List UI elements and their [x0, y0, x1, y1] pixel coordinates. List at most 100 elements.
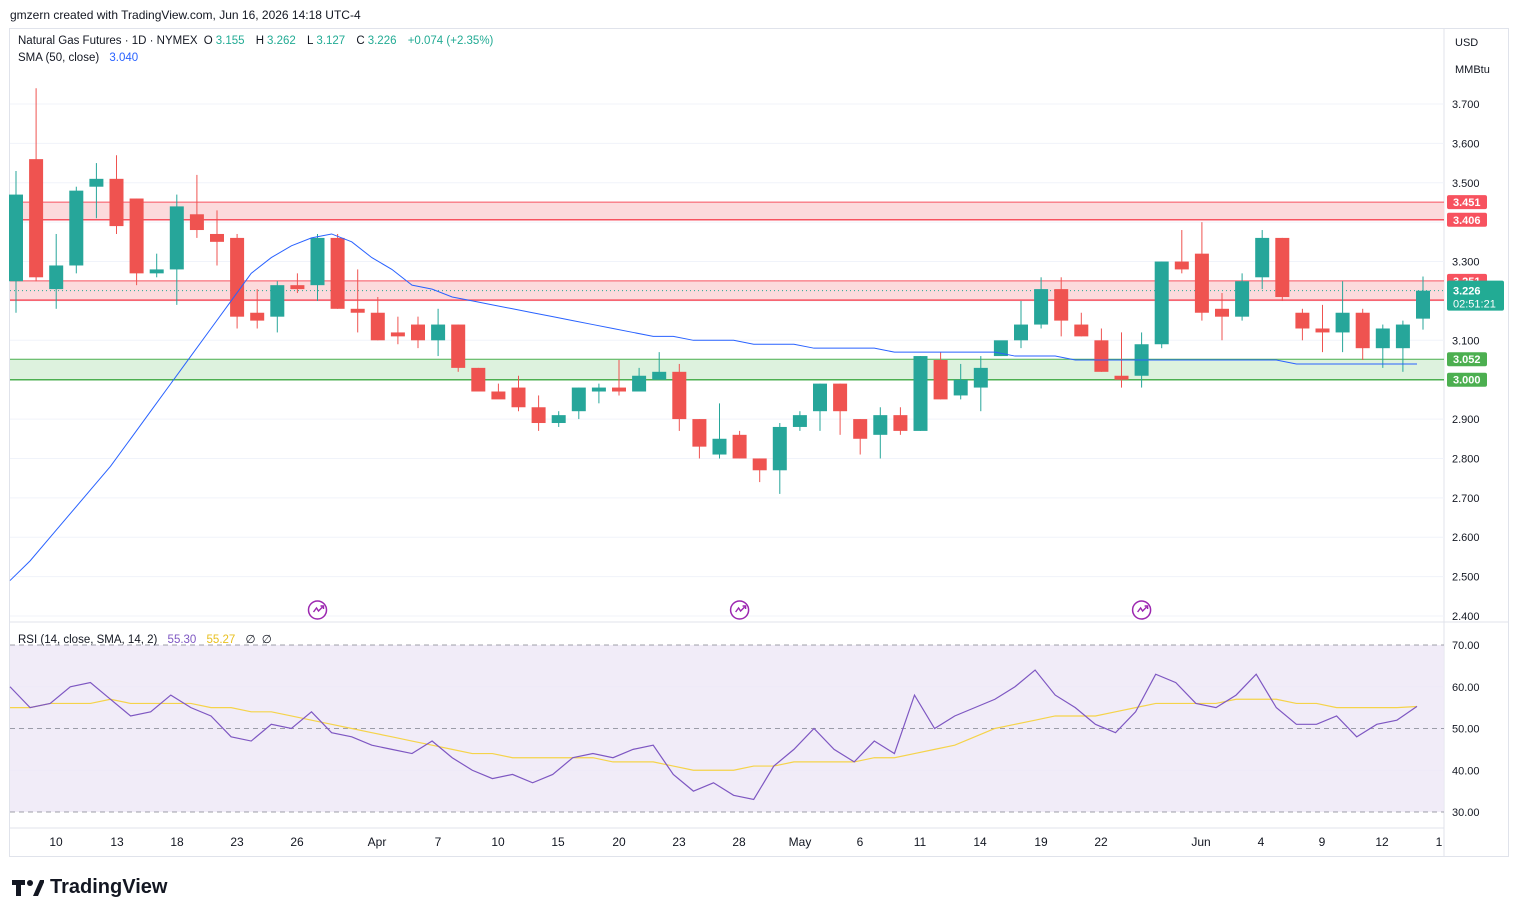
- time-tick-label: 26: [290, 835, 304, 849]
- candle-body: [9, 194, 23, 282]
- candle-body: [672, 371, 687, 420]
- candlestick-series: [9, 88, 1430, 494]
- time-tick-label: 19: [1034, 835, 1048, 849]
- candle-body: [632, 375, 647, 392]
- event-markers[interactable]: [307, 600, 1152, 620]
- rsi-tick-label: 70.00: [1452, 640, 1480, 652]
- candle-body: [290, 285, 305, 290]
- candle-body: [1416, 290, 1430, 319]
- candle-body: [451, 324, 466, 368]
- price-tick-label: 3.500: [1452, 178, 1480, 190]
- time-tick-label: 13: [110, 835, 124, 849]
- candle-body: [913, 356, 928, 431]
- price-level-label: 3.451: [1453, 197, 1481, 209]
- rsi-pane: [9, 644, 1444, 813]
- candle-body: [471, 367, 486, 392]
- candle-body: [551, 415, 566, 424]
- countdown-label: 02:51:21: [1453, 299, 1496, 311]
- price-tick-label: 2.600: [1452, 532, 1480, 544]
- rsi-sma-line: [10, 698, 1418, 771]
- time-tick-label: 14: [973, 835, 987, 849]
- sma-value: 3.040: [109, 52, 139, 64]
- time-tick-label: 15: [551, 835, 565, 849]
- candle-body: [49, 265, 64, 290]
- rsi-tick-label: 30.00: [1452, 807, 1480, 819]
- currency-label[interactable]: USD: [1455, 37, 1479, 49]
- price-axis[interactable]: 3.7003.6003.5003.4003.3003.2003.1003.000…: [1447, 99, 1504, 819]
- unit-label[interactable]: MMBtu: [1455, 64, 1490, 76]
- candle-body: [149, 269, 164, 274]
- price-level-badge: [1447, 352, 1487, 367]
- price-level-label: 3.406: [1453, 215, 1481, 227]
- candle-body: [853, 419, 868, 439]
- candle-body: [531, 407, 546, 424]
- price-zone: [10, 202, 1444, 220]
- rsi-label[interactable]: RSI (14, close, SMA, 14, 2): [18, 634, 158, 646]
- time-tick-label: Apr: [368, 835, 387, 849]
- close-label: C: [356, 35, 365, 47]
- price-tick-label: 3.300: [1452, 257, 1480, 269]
- rsi-tick-label: 50.00: [1452, 724, 1480, 736]
- rsi-legend: RSI (14, close, SMA, 14, 2) 55.30 55.27 …: [18, 632, 275, 646]
- candle-body: [431, 324, 446, 341]
- candle-body: [792, 415, 807, 427]
- high-value: 3.262: [267, 35, 296, 47]
- candle-body: [732, 434, 747, 459]
- price-level-badge: [1447, 372, 1487, 387]
- candle-body: [1215, 308, 1229, 317]
- sma-label[interactable]: SMA (50, close): [18, 52, 100, 64]
- time-tick-label: 1: [1436, 835, 1443, 849]
- open-label: O: [203, 35, 213, 47]
- candle-body: [873, 415, 888, 435]
- change-value: +0.074 (+2.35%): [407, 35, 494, 47]
- time-tick-label: 7: [435, 835, 442, 849]
- candle-body: [692, 419, 707, 447]
- candle-body: [230, 237, 245, 317]
- candle-body: [1074, 324, 1089, 337]
- rsi-tick-label: 40.00: [1452, 765, 1480, 777]
- candle-body: [591, 387, 606, 392]
- candle-body: [1315, 328, 1330, 333]
- open-value: 3.155: [215, 35, 245, 47]
- candle-body: [712, 438, 727, 455]
- attribution-text: gmzern created with TradingView.com, Jun…: [10, 8, 361, 22]
- candle-body: [411, 324, 425, 341]
- candle-body: [310, 237, 325, 286]
- event-arrow: [1137, 605, 1149, 613]
- price-tick-label: 3.700: [1452, 99, 1480, 111]
- candle-body: [511, 387, 526, 408]
- high-label: H: [255, 35, 265, 47]
- candle-body: [89, 178, 104, 187]
- price-tick-label: 2.700: [1452, 493, 1480, 505]
- candle-body: [1174, 261, 1189, 270]
- candle-body: [29, 159, 44, 278]
- sma-line: [9, 233, 1417, 581]
- time-tick-label: 23: [230, 835, 244, 849]
- candle-body: [1275, 237, 1290, 297]
- sma-legend: SMA (50, close) 3.040: [18, 52, 141, 64]
- sma-50-line: [9, 233, 1417, 581]
- candle-body: [893, 415, 908, 431]
- rsi-sma-value: 55.27: [206, 634, 236, 646]
- candle-body: [1335, 312, 1350, 333]
- rsi-tick-label: 60.00: [1452, 682, 1480, 694]
- event-marker-icon[interactable]: [729, 600, 750, 620]
- symbol-label[interactable]: Natural Gas Futures · 1D · NYMEX: [18, 35, 198, 47]
- event-marker-icon[interactable]: [307, 600, 328, 620]
- time-axis[interactable]: 10 13 18 23 26 Apr 7 10 15 20 23 28 May 6 11 14 19 22 Jun 4…: [49, 835, 1442, 849]
- low-label: L: [307, 35, 314, 47]
- time-tick-label: 28: [732, 835, 746, 849]
- time-tick-label: 4: [1258, 835, 1265, 849]
- event-marker-icon[interactable]: [1131, 600, 1152, 620]
- price-zones: [10, 201, 1444, 381]
- candle-body: [752, 458, 767, 471]
- tradingview-logo[interactable]: TradingView: [12, 876, 167, 899]
- time-tick-label: 18: [170, 835, 184, 849]
- time-tick-label: 9: [1319, 835, 1326, 849]
- price-level-badge: [1447, 195, 1487, 210]
- price-tick-label: 2.900: [1452, 414, 1480, 426]
- candle-body: [390, 332, 405, 337]
- price-tick-label: 3.600: [1452, 138, 1480, 150]
- candle-body: [1154, 261, 1169, 345]
